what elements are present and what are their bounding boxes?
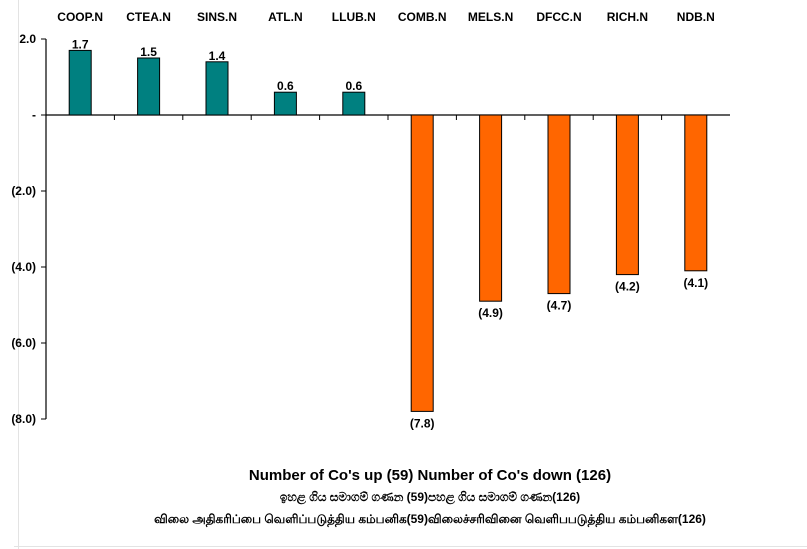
y-tick-label: (4.0) [11,260,36,274]
bar [137,57,161,116]
bar [410,114,434,412]
category-label: NDB.N [677,10,715,24]
data-label: 1.7 [72,37,89,51]
data-label: (4.1) [683,276,708,290]
category-label: CTEA.N [126,10,171,24]
category-label: COMB.N [398,10,447,24]
bar-chart: 2.0 - (2.0) (4.0) (6.0) (8.0) COOP.N 1.7 CTEA.N 1… [11,10,730,430]
bar [547,114,571,295]
category-label: SINS.N [197,10,237,24]
category-label: LLUB.N [332,10,376,24]
bar [205,61,229,116]
data-label: 0.6 [345,79,362,93]
category-label: ATL.N [268,10,302,24]
left-border-line [18,0,19,549]
tamil-caption: விலை அதிகரிப்பை வெளிப்படுத்திய கம்பனிக(5… [154,512,706,526]
bar [684,114,708,272]
category-label: MELS.N [468,10,513,24]
y-tick-label: (6.0) [11,336,36,350]
category-label: COOP.N [57,10,103,24]
bar [615,114,639,276]
bar [479,114,503,302]
y-tick-label: - [32,108,36,122]
data-label: (4.2) [615,280,640,294]
data-label: 1.4 [209,49,226,63]
bar [342,91,366,116]
bar [68,49,92,116]
data-label: (7.8) [410,416,435,430]
y-tick-label: (8.0) [11,412,36,426]
data-label: 0.6 [277,79,294,93]
sinhala-caption: ඉහළ ගිය සමාගම් ගණන (59)පහළ ගිය සමාගම් ගණ… [279,490,581,504]
y-tick-label: 2.0 [19,32,36,46]
data-label: 1.5 [140,45,157,59]
category-label: DFCC.N [536,10,581,24]
data-label: (4.9) [478,306,503,320]
category-label: RICH.N [607,10,648,24]
bottom-border-line [14,546,807,547]
y-tick-label: (2.0) [11,184,36,198]
data-label: (4.7) [547,299,572,313]
companies-up-down-caption: Number of Co's up (59) Number of Co's do… [248,467,612,484]
bar [273,91,297,116]
